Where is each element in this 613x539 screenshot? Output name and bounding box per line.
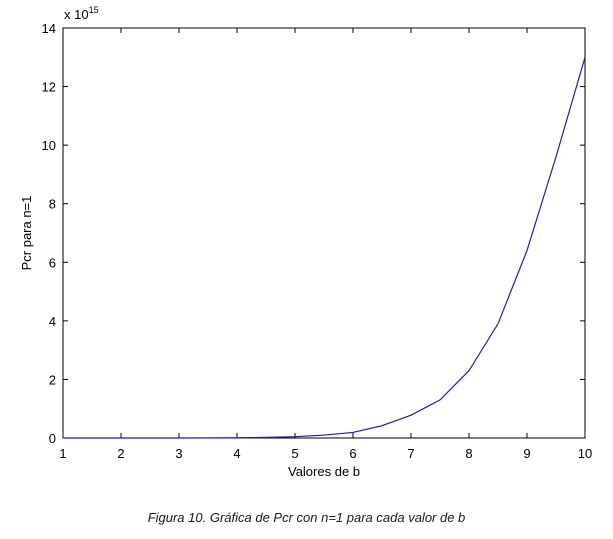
- y-tick-label: 8: [49, 197, 56, 212]
- y-tick-label: 12: [42, 80, 56, 95]
- x-tick-label: 4: [233, 446, 240, 461]
- x-tick-label: 2: [117, 446, 124, 461]
- plot-area: [62, 27, 586, 439]
- x-tick-label: 3: [175, 446, 182, 461]
- x-tick-label: 10: [578, 446, 592, 461]
- x-tick-label: 9: [523, 446, 530, 461]
- x-axis: 1 2 3 4 5 6 7 8 9 10: [59, 28, 592, 461]
- x-axis-label: Valores de b: [288, 464, 360, 479]
- x-tick-label: 6: [349, 446, 356, 461]
- y-tick-label: 14: [42, 21, 56, 36]
- x-tick-label: 5: [291, 446, 298, 461]
- x-tick-label: 7: [407, 446, 414, 461]
- y-tick-label: 2: [49, 372, 56, 387]
- y-axis: 0 2 4 6 8 10 12 14: [42, 21, 585, 446]
- figure-caption: Figura 10. Gráfica de Pcr con n=1 para c…: [147, 510, 466, 525]
- y-tick-label: 0: [49, 431, 56, 446]
- series-line: [63, 57, 586, 439]
- y-tick-label: 10: [42, 138, 56, 153]
- y-axis-label: Pcr para n=1: [19, 196, 34, 271]
- y-tick-label: 6: [49, 255, 56, 270]
- y-exponent: x 1015: [64, 5, 99, 22]
- x-tick-label: 8: [465, 446, 472, 461]
- y-tick-label: 4: [49, 314, 56, 329]
- x-tick-label: 1: [59, 446, 66, 461]
